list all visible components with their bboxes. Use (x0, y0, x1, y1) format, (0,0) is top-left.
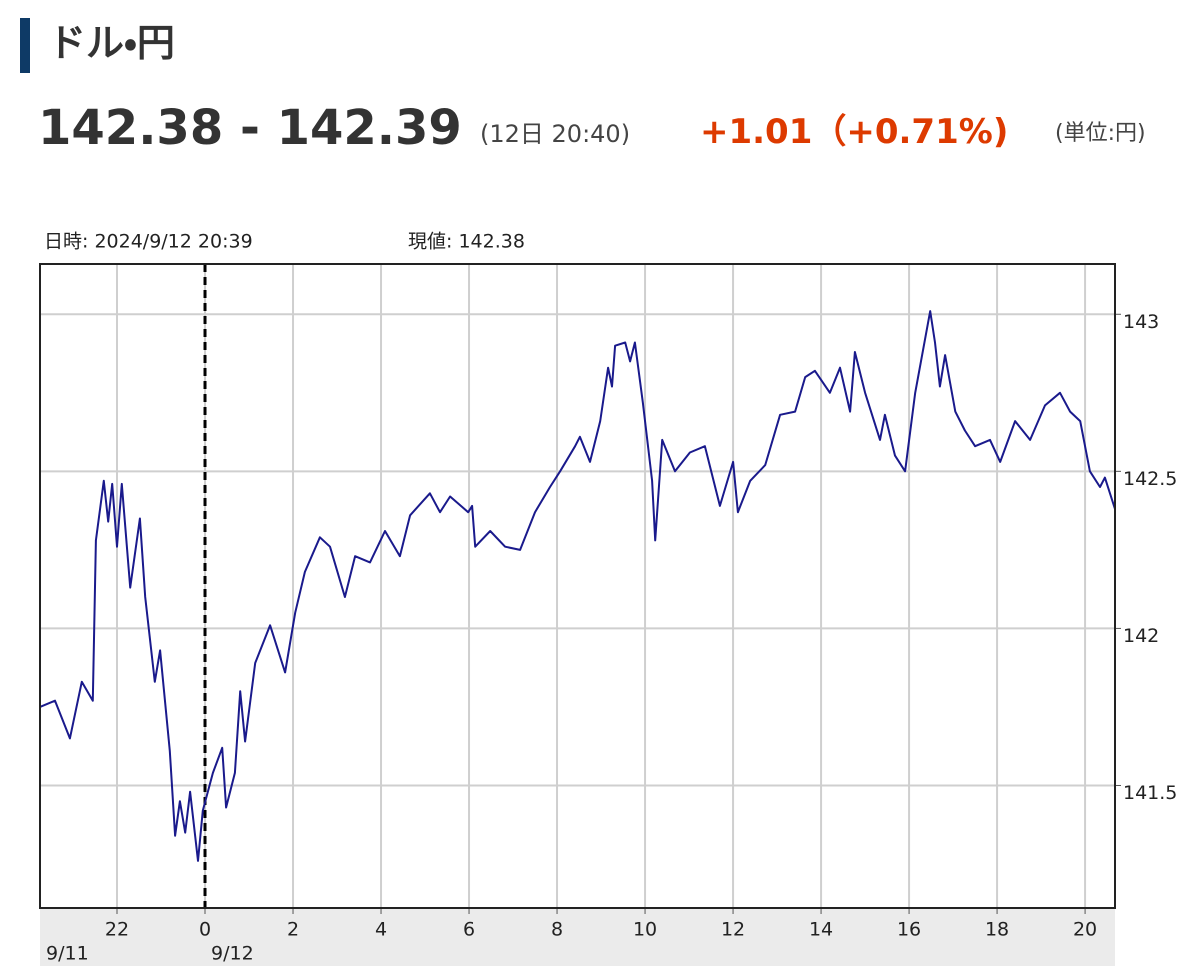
title-accent (20, 18, 30, 73)
y-tick-label: 142 (1123, 625, 1159, 647)
x-tick-label: 4 (375, 919, 387, 941)
quote-time: (12日 20:40) (480, 120, 631, 148)
x-tick-label: 22 (105, 919, 129, 941)
x-tick-label: 8 (551, 919, 563, 941)
x-tick-label: 0 (199, 919, 211, 941)
x-tick-label: 6 (463, 919, 475, 941)
price-line (39, 310, 1116, 862)
x-tick-label: 14 (809, 919, 833, 941)
y-tick-label: 143 (1123, 311, 1159, 333)
x-tick-label: 2 (287, 919, 299, 941)
x-tick-label: 12 (721, 919, 745, 941)
x-tick-label: 20 (1073, 919, 1097, 941)
x-tick-label: 16 (897, 919, 921, 941)
x-axis-band (40, 908, 1115, 966)
info-time: 日時: 2024/9/12 20:39 (44, 231, 253, 253)
date-label: 9/12 (211, 943, 254, 965)
change: +1.01（+0.71%) (700, 112, 1009, 152)
y-tick-label: 142.5 (1123, 468, 1177, 490)
chart: 日時: 2024/9/12 20:39 現値: 142.38 141.51421… (39, 231, 1177, 966)
plot-frame (39, 263, 1116, 909)
x-tick-label: 18 (985, 919, 1009, 941)
x-tick-label: 10 (633, 919, 657, 941)
date-label: 9/11 (46, 943, 89, 965)
y-tick-label: 141.5 (1123, 782, 1177, 804)
page-title: ドル・円 (48, 21, 175, 65)
unit: (単位:円) (1055, 121, 1146, 146)
info-value: 現値: 142.38 (408, 231, 525, 253)
quote: 142.38 - 142.39 (38, 100, 462, 156)
